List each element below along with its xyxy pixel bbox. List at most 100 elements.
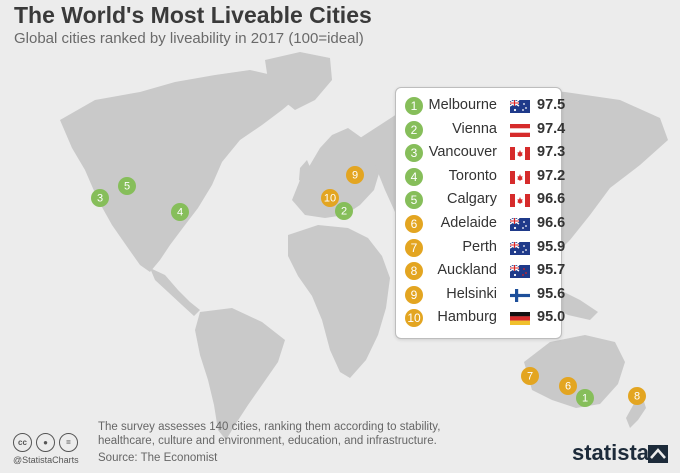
rank-badge: 1 [405,97,423,115]
austria-flag-icon [510,123,530,137]
rank-badge: 8 [405,262,423,281]
city-name: Perth [462,238,497,255]
legend-row: 7 Perth 95.9 [396,236,565,260]
landmass-central-america [150,268,200,316]
rank-badge: 10 [405,309,423,328]
landmass-africa [288,225,390,378]
canada-flag-icon [510,147,530,161]
map-pin-calgary: 5 [118,177,136,195]
city-name: Hamburg [437,309,497,326]
twitter-handle: @StatistaCharts [13,455,79,465]
rank-badge: 6 [405,215,423,233]
chart-subtitle: Global cities ranked by liveability in 2… [14,30,364,47]
chart-title: The World's Most Liveable Cities [14,2,372,28]
license-icons: cc ● = [13,432,82,452]
map-pin-label: 1 [582,393,588,405]
legend-row: 8 Auckland 95.7 [396,259,565,283]
statista-logo[interactable]: statista [572,440,650,465]
map-pin-label: 7 [527,371,533,383]
new-zealand-flag-icon [509,264,530,279]
city-name: Auckland [437,262,497,279]
map-pin-vienna: 2 [335,202,353,220]
city-name: Vancouver [428,144,497,161]
map-pin-auckland: 8 [628,387,646,405]
map-pin-label: 8 [634,391,640,403]
liveability-score: 95.7 [537,262,566,279]
landmass-europe [292,128,380,218]
rank-badge: 9 [405,285,423,304]
landmass-uk [299,160,312,184]
map-pin-helsinki: 9 [346,166,364,184]
city-name: Helsinki [446,285,497,302]
landmass-australia [524,335,625,408]
liveability-score: 96.6 [537,191,566,208]
map-pin-label: 9 [352,170,358,182]
legend-row: 5 Calgary 96.6 [396,188,565,212]
map-pin-circle [118,177,136,195]
liveability-score: 97.3 [537,144,566,161]
map-pin-adelaide: 6 [559,377,577,395]
rank-badge: 2 [405,120,423,139]
no-derivatives-icon: = [59,433,78,452]
landmass-greenland [265,52,332,110]
legend-row: 4 Toronto 97.2 [396,165,565,189]
legend-row: 6 Adelaide 96.6 [396,212,565,236]
map-pin-label: 4 [177,207,183,219]
map-pin-circle [171,203,189,221]
map-pin-perth: 7 [521,367,539,385]
legend-row: 10 Hamburg 95.0 [396,306,565,330]
map-pin-circle [521,367,539,385]
city-name: Toronto [448,167,497,184]
source-line: Source: The Economist [98,452,218,464]
finland-flag-icon [510,288,530,302]
legend-row: 2 Vienna 97.4 [396,118,565,142]
survey-note: The survey assesses 140 cities, ranking … [98,421,441,447]
map-pin-label: 10 [324,193,336,205]
city-name: Adelaide [440,215,497,231]
rank-badge: 5 [405,191,423,210]
canada-flag-icon [510,170,530,184]
map-pin-label: 3 [97,193,103,205]
liveability-score: 96.6 [537,215,566,231]
liveability-score: 97.4 [537,120,566,137]
city-name: Melbourne [428,97,497,113]
map-pin-label: 5 [124,181,130,193]
landmass-south-america [195,308,285,440]
statista-logo-icon[interactable] [648,445,668,463]
map-pin-melbourne: 1 [576,389,594,407]
legend-row: 9 Helsinki 95.6 [396,283,565,307]
landmass-north-america [60,70,300,272]
liveability-score: 95.9 [537,238,566,255]
creative-commons-icon: cc [13,433,32,452]
map-pin-label: 2 [341,206,347,218]
rank-badge: 7 [405,238,423,257]
map-pin-circle [576,389,594,407]
liveability-score: 95.0 [537,309,566,326]
rank-badge: 4 [405,167,423,186]
germany-flag-icon [510,312,530,326]
liveability-score: 97.5 [537,97,566,113]
map-pin-hamburg: 10 [321,189,339,207]
map-pin-circle [335,202,353,220]
map-pin-circle [91,189,109,207]
canada-flag-icon [510,194,530,208]
city-name: Vienna [452,120,497,137]
australia-flag-icon [509,217,530,231]
map-pin-circle [628,387,646,405]
attribution-icon: ● [36,433,55,452]
map-pin-label: 6 [565,381,571,393]
ranking-legend: 1 Melbourne 97.5 2 Vienna 97.4 3 Vancouver 97.3 4… [395,87,565,339]
australia-flag-icon [509,241,530,255]
map-pin-circle [559,377,577,395]
liveability-score: 95.6 [537,285,566,302]
city-name: Calgary [447,191,497,208]
australia-flag-icon [509,99,530,113]
map-pin-vancouver: 3 [91,189,109,207]
legend-row: 3 Vancouver 97.3 [396,141,565,165]
map-pin-toronto: 4 [171,203,189,221]
map-pin-circle [321,189,339,207]
rank-badge: 3 [405,144,423,163]
map-pin-circle [346,166,364,184]
legend-row: 1 Melbourne 97.5 [396,94,565,118]
